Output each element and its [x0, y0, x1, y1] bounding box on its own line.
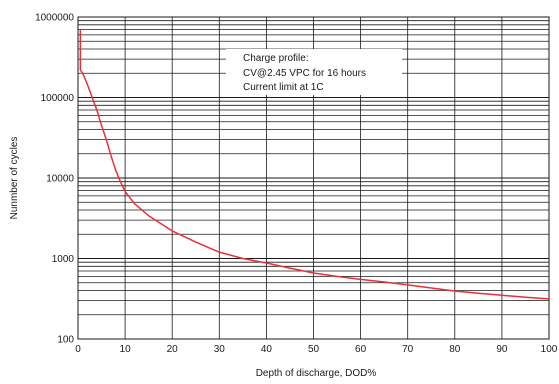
- annotation-line-1: Charge profile:: [243, 53, 309, 64]
- x-tick-label: 50: [308, 344, 320, 355]
- annotation-line-3: Current limit at 1C: [243, 82, 324, 93]
- plot-frame: [77, 16, 550, 340]
- x-tick-label: 70: [402, 344, 414, 355]
- x-tick-label: 40: [261, 344, 273, 355]
- y-tick-label: 100000: [41, 93, 75, 104]
- annotation-line-2: CV@2.45 VPC for 16 hours: [243, 68, 366, 79]
- y-axis-label: Nunmber of cycles: [9, 137, 20, 220]
- x-tick-label: 80: [449, 344, 461, 355]
- x-tick-labels: 0 10 20 30 40 50 60 70 80 90 100: [75, 344, 558, 355]
- series-layer: [79, 29, 550, 300]
- x-tick-label: 10: [120, 344, 132, 355]
- x-tick-label: 30: [214, 344, 226, 355]
- x-tick-label: 100: [541, 344, 558, 355]
- x-tick-label: 0: [75, 344, 81, 355]
- annotation-box: Charge profile: CV@2.45 VPC for 16 hours…: [226, 49, 402, 95]
- y-tick-label: 100: [57, 335, 74, 346]
- y-tick-labels: 100 1000 10000 100000 1000000: [35, 13, 74, 346]
- x-tick-label: 90: [496, 344, 508, 355]
- y-tick-label: 1000: [52, 254, 75, 265]
- x-tick-label: 60: [355, 344, 367, 355]
- annotation-background: [226, 49, 402, 95]
- x-tick-label: 20: [167, 344, 179, 355]
- cycle-life-series-line: [79, 29, 550, 300]
- y-tick-label: 10000: [46, 174, 74, 185]
- y-tick-label: 1000000: [35, 13, 74, 24]
- x-axis-label: Depth of discharge, DOD%: [256, 368, 377, 379]
